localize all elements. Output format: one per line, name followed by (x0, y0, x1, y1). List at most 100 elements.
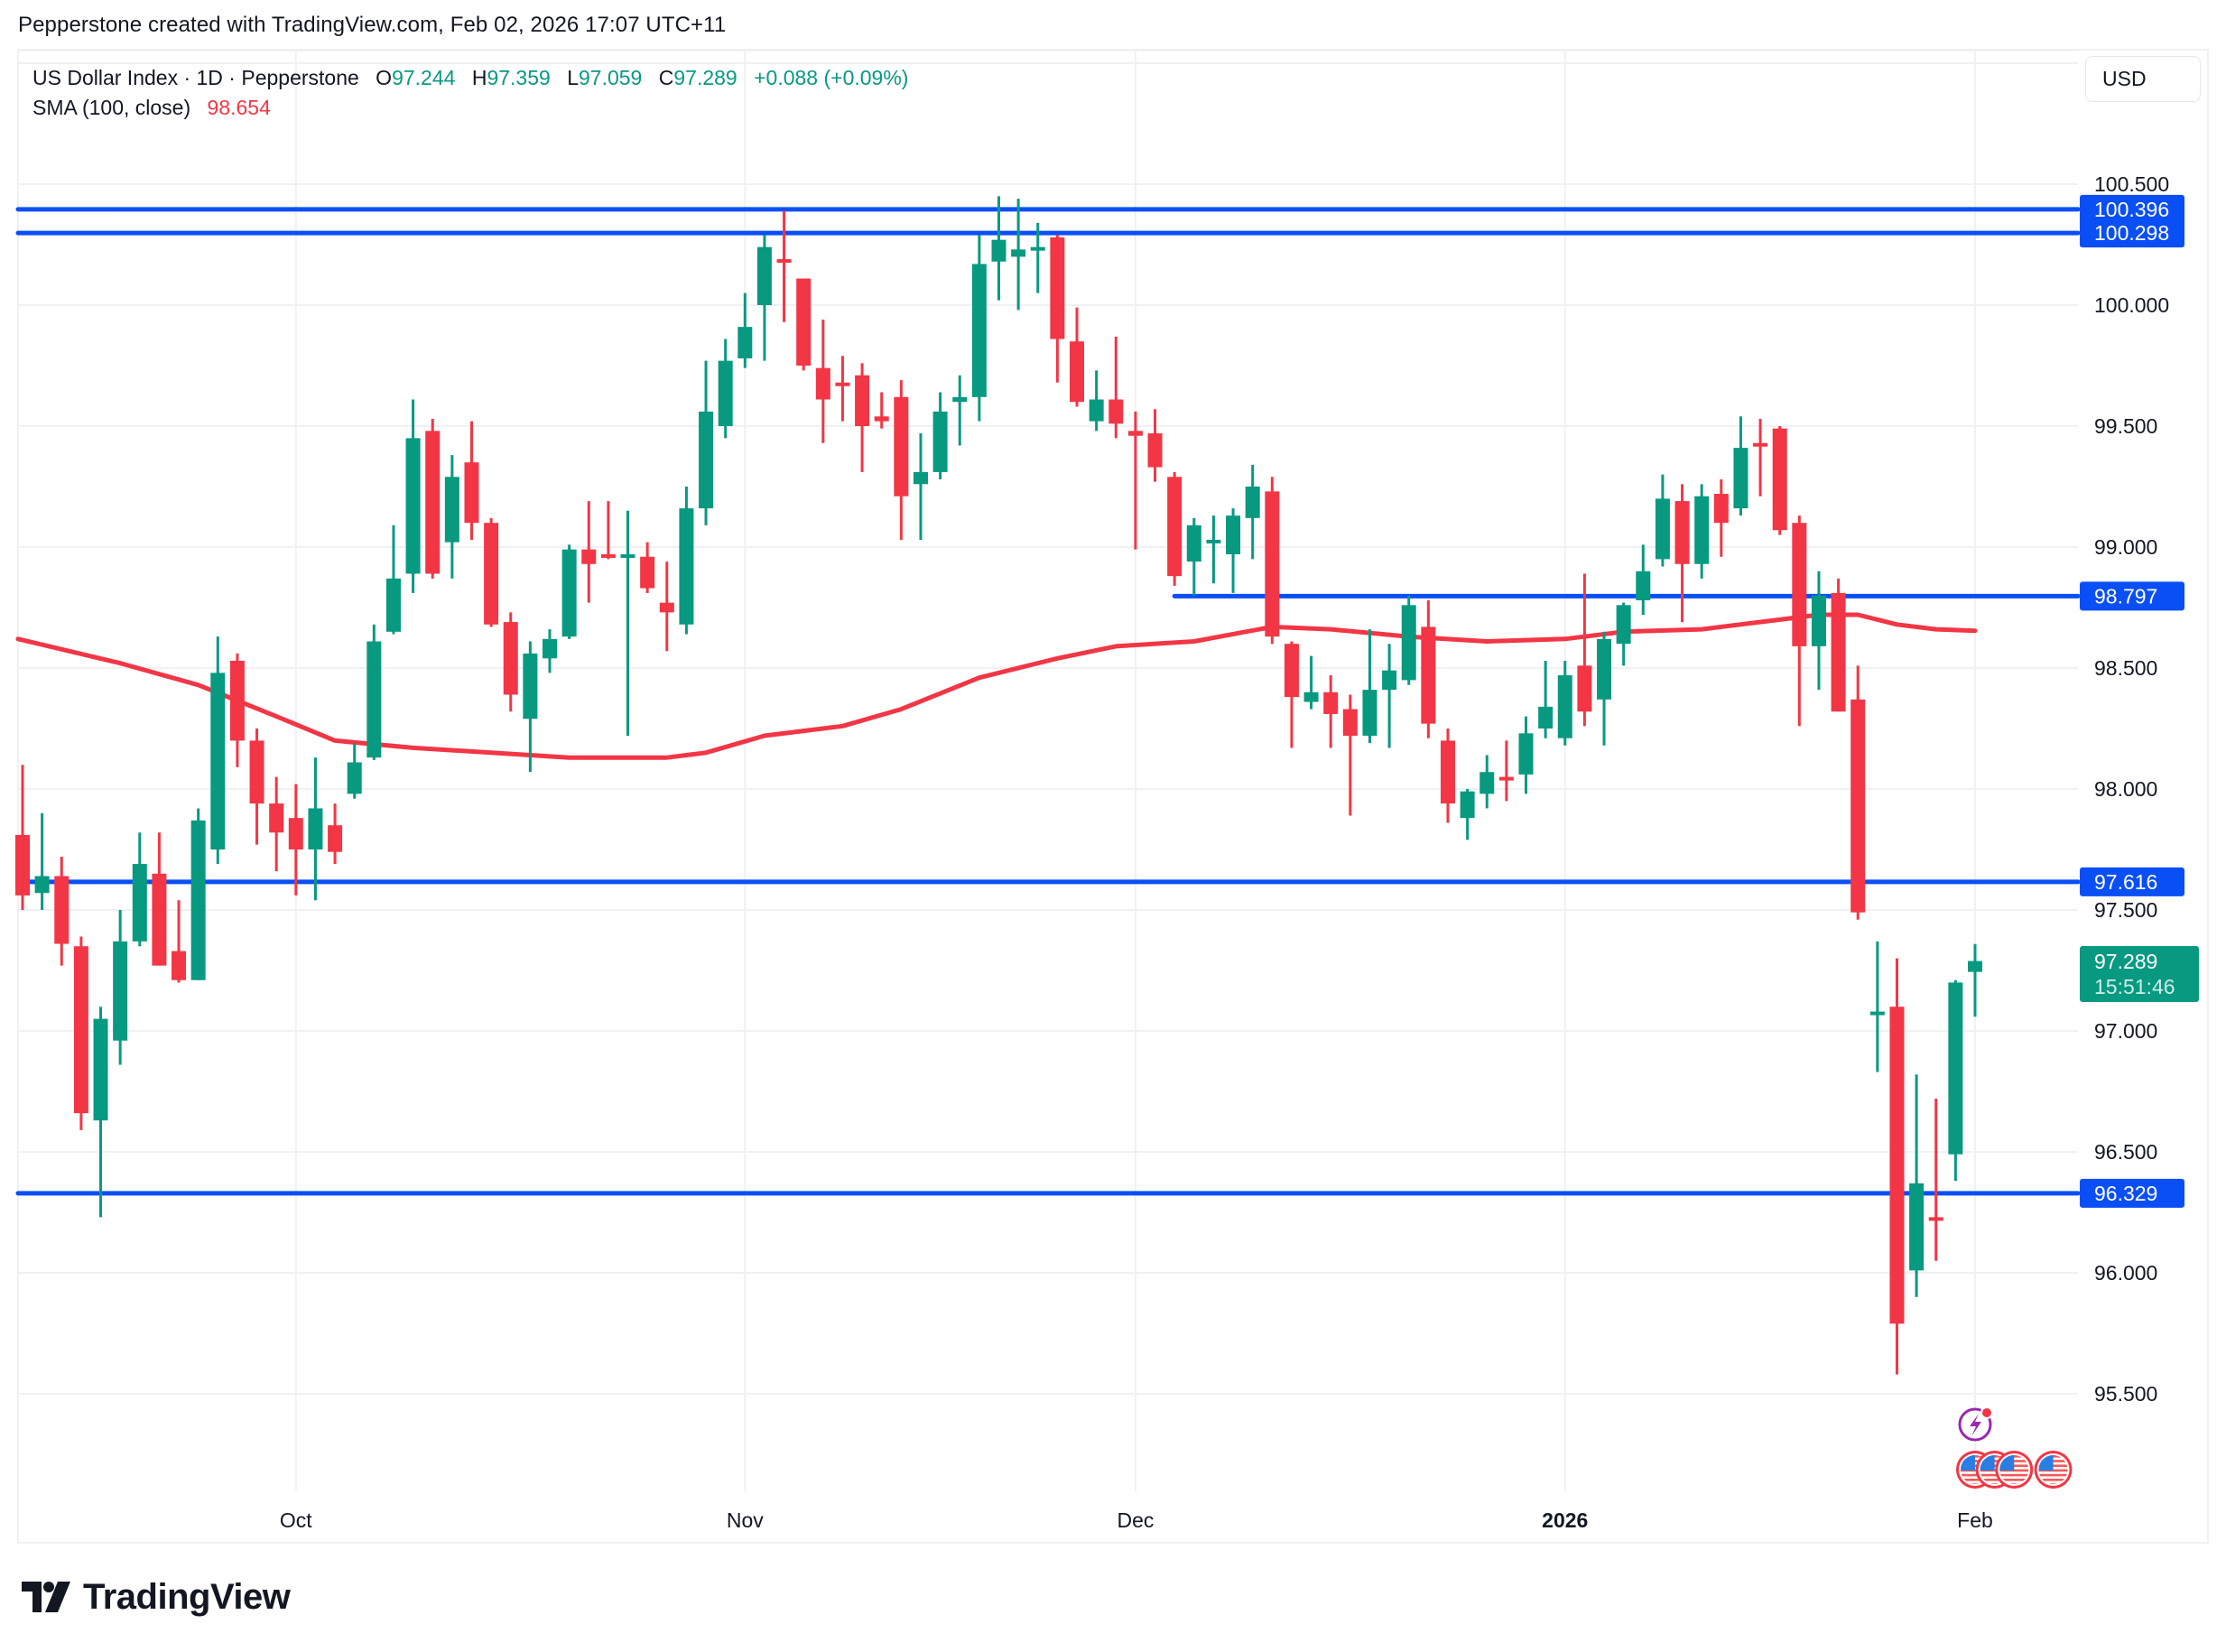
candle[interactable] (971, 235, 987, 422)
candle[interactable] (484, 517, 499, 627)
candle[interactable] (1869, 941, 1885, 1072)
candle[interactable] (1811, 571, 1826, 691)
candle[interactable] (444, 455, 459, 579)
candle[interactable] (15, 765, 30, 910)
candle[interactable] (73, 936, 88, 1130)
candle[interactable] (1968, 943, 1982, 1017)
candle[interactable] (1401, 595, 1416, 685)
candle[interactable] (543, 629, 558, 673)
candle[interactable] (1362, 629, 1377, 744)
candle[interactable] (1226, 508, 1241, 593)
candle[interactable] (1323, 675, 1339, 748)
candle[interactable] (815, 320, 830, 443)
candle[interactable] (699, 360, 714, 525)
candle[interactable] (1070, 307, 1085, 407)
us-flag-event-icon[interactable] (1995, 1451, 2034, 1489)
candle[interactable] (1186, 517, 1201, 596)
candle[interactable] (210, 636, 226, 865)
candle[interactable] (952, 375, 968, 446)
candle[interactable] (737, 292, 753, 368)
candle[interactable] (679, 487, 694, 635)
candle[interactable] (34, 812, 50, 910)
candle[interactable] (1753, 418, 1768, 497)
candle[interactable] (1733, 416, 1748, 516)
candle[interactable] (1498, 740, 1514, 802)
candle[interactable] (620, 510, 635, 737)
candle[interactable] (54, 857, 70, 966)
level-price-label[interactable]: 96.329 (2080, 1178, 2184, 1208)
candle[interactable] (1518, 716, 1534, 794)
candle[interactable] (1030, 222, 1045, 293)
candle[interactable] (1831, 578, 1846, 712)
price-axis[interactable]: 100.500 100.000 99.500 99.000 98.500 98.000 97… (2080, 172, 2199, 1406)
candle[interactable] (659, 561, 674, 652)
candle[interactable] (1636, 544, 1651, 616)
candle[interactable] (1382, 644, 1397, 748)
candle[interactable] (152, 832, 167, 966)
candle[interactable] (464, 421, 479, 540)
candle[interactable] (1440, 729, 1455, 823)
candle[interactable] (1792, 515, 1807, 727)
candle[interactable] (1050, 235, 1065, 383)
candle[interactable] (1245, 464, 1260, 560)
candle[interactable] (561, 544, 577, 639)
currency-button[interactable]: USD (2085, 56, 2201, 102)
candle[interactable] (1948, 979, 1963, 1182)
candle[interactable] (288, 784, 303, 896)
candle[interactable] (932, 392, 948, 479)
candle[interactable] (229, 653, 245, 767)
candle[interactable] (347, 743, 362, 799)
candle[interactable] (1127, 411, 1143, 550)
candle[interactable] (1772, 426, 1787, 535)
candle[interactable] (1694, 484, 1710, 579)
sma-100-line[interactable] (15, 612, 1978, 760)
sma-line[interactable] (15, 612, 1978, 760)
candle[interactable] (855, 363, 870, 472)
event-markers[interactable] (1956, 1406, 2073, 1489)
us-flag-event-icon[interactable] (2034, 1451, 2073, 1489)
candle[interactable] (913, 433, 928, 540)
level-price-label[interactable]: 98.797 (2080, 581, 2184, 611)
candle[interactable] (1206, 515, 1221, 584)
tradingview-logo[interactable]: TradingView (22, 1577, 291, 1617)
candle[interactable] (269, 776, 284, 872)
candle[interactable] (756, 235, 772, 361)
candle[interactable] (172, 900, 187, 983)
level-price-label[interactable]: 100.396 (2080, 194, 2184, 224)
candle[interactable] (1342, 694, 1358, 816)
sma-label[interactable]: SMA (100, close) (32, 96, 191, 119)
candle[interactable] (503, 612, 518, 712)
candle[interactable] (835, 356, 850, 422)
candle[interactable] (1303, 655, 1319, 710)
candle[interactable] (1557, 660, 1572, 746)
candle[interactable] (1167, 471, 1183, 586)
candle[interactable] (132, 832, 147, 947)
candle[interactable] (1284, 641, 1299, 748)
candle[interactable] (1108, 336, 1124, 439)
candle[interactable] (328, 803, 343, 865)
candle[interactable] (1421, 599, 1436, 738)
symbol-title[interactable]: US Dollar Index · 1D · Pepperstone (32, 66, 359, 89)
candle[interactable] (249, 729, 264, 845)
candle[interactable] (113, 910, 128, 1065)
candle[interactable] (600, 501, 616, 560)
candle[interactable] (796, 278, 812, 371)
candle[interactable] (1147, 409, 1163, 482)
time-axis[interactable]: Oct Nov Dec 2026 Feb (280, 1508, 1993, 1532)
candle[interactable] (1850, 665, 1866, 920)
candle[interactable] (1655, 474, 1670, 567)
candle[interactable] (894, 380, 909, 540)
lightning-event-icon[interactable] (1958, 1406, 1993, 1442)
candle[interactable] (385, 524, 401, 635)
candles[interactable] (15, 196, 1982, 1375)
candle[interactable] (776, 210, 792, 322)
candle[interactable] (1265, 477, 1280, 645)
candle[interactable] (1479, 755, 1495, 809)
candle[interactable] (1597, 631, 1612, 746)
candle[interactable] (718, 339, 733, 439)
candle[interactable] (1011, 199, 1026, 311)
candle[interactable] (93, 1007, 108, 1218)
level-price-label[interactable]: 100.298 (2080, 218, 2184, 248)
candle[interactable] (190, 808, 206, 980)
